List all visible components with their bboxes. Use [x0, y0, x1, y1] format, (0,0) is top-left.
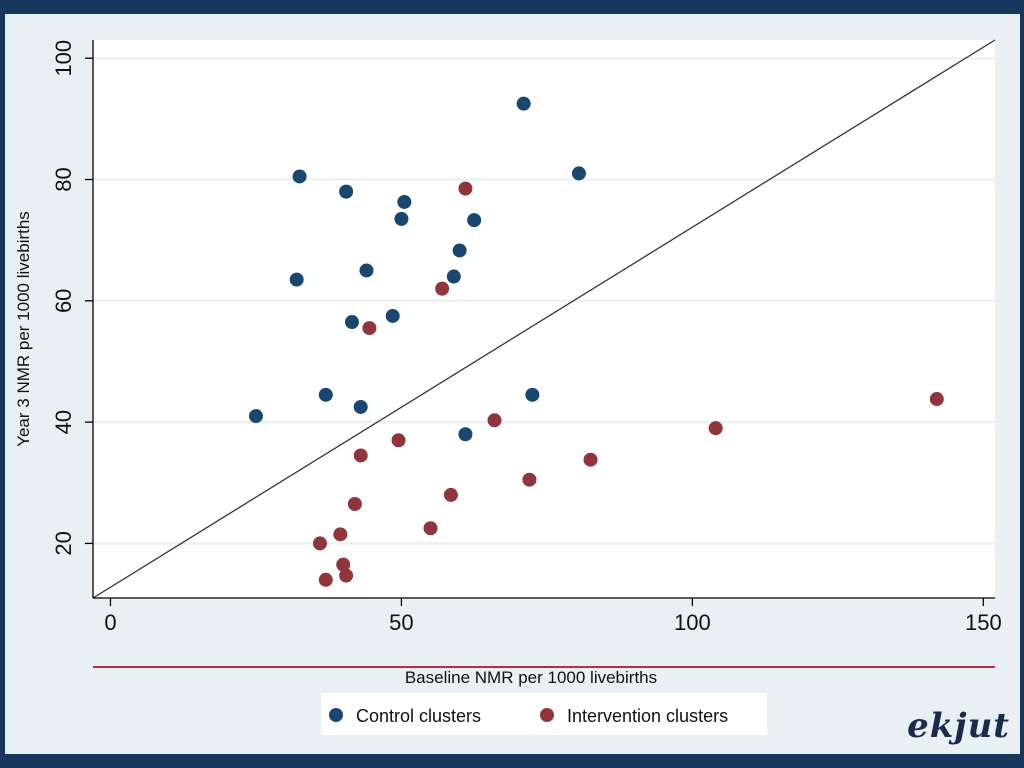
intervention-point-0 [312, 536, 327, 551]
reference-line [92, 39, 996, 599]
control-point-0 [248, 409, 263, 424]
y-tick-label-100: 100 [51, 40, 76, 77]
control-point-9 [394, 211, 409, 226]
control-point-8 [385, 308, 400, 323]
control-point-11 [446, 269, 461, 284]
y-tick-label-60: 60 [51, 289, 76, 313]
y-axis-title: Year 3 NMR per 1000 livebirths [14, 211, 33, 447]
intervention-point-8 [391, 433, 406, 448]
intervention-point-4 [339, 568, 354, 583]
intervention-point-3 [336, 557, 351, 572]
x-tick-label-0: 0 [104, 610, 116, 635]
intervention-point-6 [353, 448, 368, 463]
y-tick-label-80: 80 [51, 167, 76, 191]
control-point-7 [359, 263, 374, 278]
x-tick-label-150: 150 [965, 610, 1002, 635]
intervention-point-1 [318, 572, 333, 587]
control-point-1 [289, 272, 304, 287]
control-point-4 [339, 184, 354, 199]
control-point-12 [452, 243, 467, 258]
x-tick-label-100: 100 [674, 610, 711, 635]
x-axis-title: Baseline NMR per 1000 livebirths [405, 668, 657, 687]
intervention-point-2 [333, 527, 348, 542]
intervention-point-11 [443, 487, 458, 502]
intervention-point-5 [347, 496, 362, 511]
slide-background: 0 50 100 150 20 40 60 80 100 Year 3 NMR per 1000… [5, 14, 1020, 754]
control-point-13 [458, 427, 473, 442]
legend-label-control: Control clusters [356, 706, 481, 726]
control-point-15 [516, 96, 531, 111]
control-point-16 [525, 387, 540, 402]
scatter-chart: 0 50 100 150 20 40 60 80 100 Year 3 NMR per 1000… [14, 39, 1002, 735]
intervention-point-10 [435, 281, 450, 296]
control-point-5 [344, 315, 359, 330]
intervention-point-9 [423, 521, 438, 536]
intervention-point-16 [708, 421, 723, 436]
axes [92, 40, 995, 599]
intervention-point-13 [487, 413, 502, 428]
data-points [248, 96, 944, 587]
intervention-point-15 [583, 452, 598, 467]
gridlines [93, 56, 995, 545]
reference-line-group [92, 39, 996, 599]
legend-marker-control [329, 708, 343, 722]
y-tick-label-20: 20 [51, 531, 76, 555]
tick-labels: 0 50 100 150 20 40 60 80 100 [51, 40, 1002, 635]
intervention-point-17 [929, 392, 944, 407]
control-point-2 [292, 169, 307, 184]
intervention-point-7 [362, 321, 377, 336]
control-point-6 [353, 399, 368, 414]
intervention-point-12 [458, 181, 473, 196]
legend-marker-intervention [540, 708, 554, 722]
legend: Control clusters Intervention clusters [321, 693, 767, 735]
control-point-3 [318, 387, 333, 402]
x-tick-label-50: 50 [389, 610, 413, 635]
control-point-14 [467, 213, 482, 228]
control-point-10 [397, 194, 412, 209]
control-point-17 [571, 166, 586, 181]
intervention-point-14 [522, 472, 537, 487]
legend-label-intervention: Intervention clusters [567, 706, 728, 726]
y-tick-label-40: 40 [51, 410, 76, 434]
ekjut-logo: ekjut [907, 706, 1010, 746]
